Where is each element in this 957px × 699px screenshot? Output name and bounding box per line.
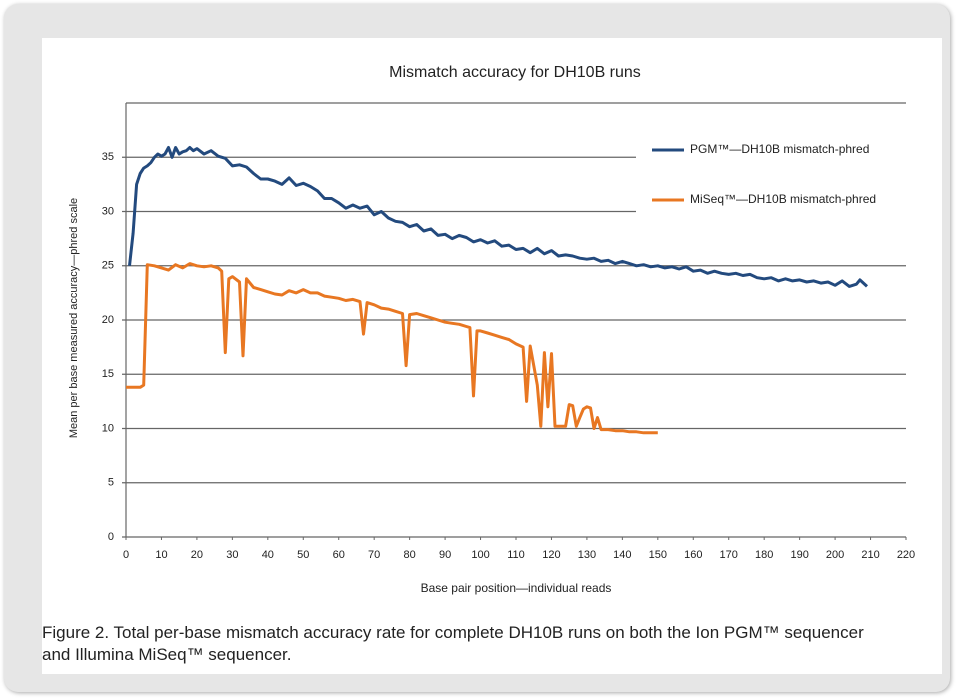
x-tick-label: 110 bbox=[507, 549, 525, 561]
y-tick-label: 15 bbox=[102, 368, 114, 380]
y-tick-label: 20 bbox=[102, 314, 114, 326]
x-tick-label: 40 bbox=[262, 549, 274, 561]
x-tick-label: 20 bbox=[191, 549, 203, 561]
x-tick-label: 160 bbox=[684, 549, 702, 561]
x-tick-label: 150 bbox=[649, 549, 667, 561]
chart-title: Mismatch accuracy for DH10B runs bbox=[389, 64, 641, 81]
x-tick-label: 200 bbox=[826, 549, 844, 561]
y-tick-label: 5 bbox=[108, 477, 114, 489]
x-tick-label: 0 bbox=[123, 549, 129, 561]
x-tick-label: 220 bbox=[897, 549, 915, 561]
series-line bbox=[126, 262, 658, 435]
y-tick-label: 10 bbox=[102, 422, 114, 434]
x-tick-label: 100 bbox=[471, 549, 489, 561]
y-tick-label: 30 bbox=[102, 205, 114, 217]
series-line bbox=[128, 146, 869, 288]
x-tick-label: 180 bbox=[755, 549, 773, 561]
legend-label: MiSeq™—DH10B mismatch-phred bbox=[690, 192, 876, 206]
x-tick-label: 190 bbox=[790, 549, 808, 561]
x-tick-label: 90 bbox=[439, 549, 451, 561]
x-tick-label: 80 bbox=[404, 549, 416, 561]
x-tick-label: 170 bbox=[720, 549, 738, 561]
y-axis-label: Mean per base measured accuracy—phred sc… bbox=[68, 198, 80, 438]
legend-box bbox=[636, 132, 908, 226]
x-tick-label: 130 bbox=[578, 549, 596, 561]
x-tick-label: 140 bbox=[613, 549, 631, 561]
y-tick-label: 0 bbox=[108, 531, 114, 543]
x-tick-label: 10 bbox=[155, 549, 167, 561]
caption: Figure 2. Total per-base mismatch accura… bbox=[42, 623, 864, 664]
x-tick-label: 120 bbox=[542, 549, 560, 561]
x-tick-label: 210 bbox=[861, 549, 879, 561]
x-tick-label: 50 bbox=[297, 549, 309, 561]
y-tick-label: 35 bbox=[102, 151, 114, 163]
x-tick-label: 60 bbox=[333, 549, 345, 561]
y-tick-label: 25 bbox=[102, 260, 114, 272]
x-axis-label: Base pair position—individual reads bbox=[421, 581, 612, 595]
legend-label: PGM™—DH10B mismatch-phred bbox=[690, 142, 869, 156]
x-tick-label: 30 bbox=[226, 549, 238, 561]
x-tick-label: 70 bbox=[368, 549, 380, 561]
